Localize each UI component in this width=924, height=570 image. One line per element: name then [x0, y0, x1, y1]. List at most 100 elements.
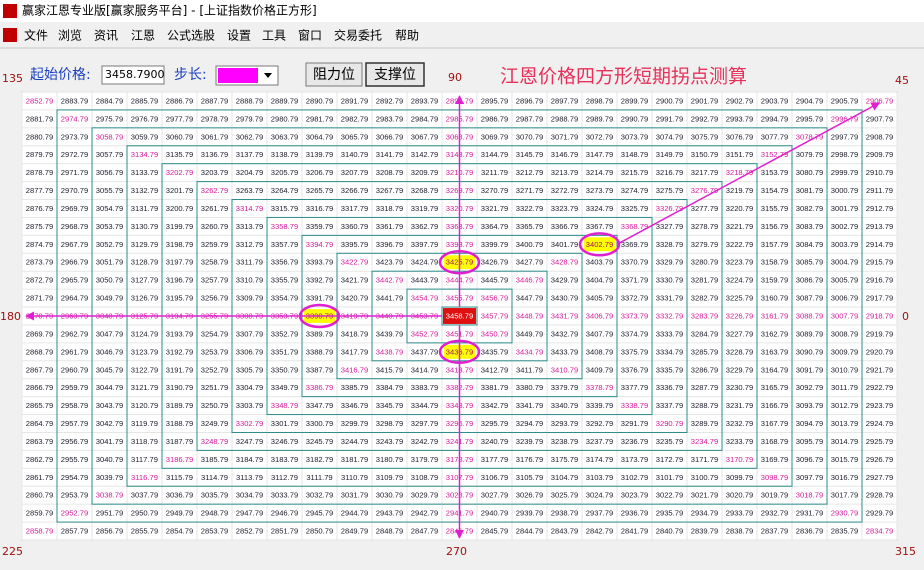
- price-cell: 2952.79: [61, 509, 88, 518]
- support-button-label[interactable]: 支撑位: [374, 67, 416, 83]
- price-cell: 3302.79: [236, 419, 263, 428]
- price-cell: 3124.79: [131, 329, 158, 338]
- price-cell: 2843.79: [551, 527, 578, 536]
- start-input[interactable]: [101, 65, 165, 85]
- price-cell: 2867.79: [26, 365, 53, 374]
- price-cell: 3273.79: [586, 186, 613, 195]
- menu-item[interactable]: 窗口: [298, 29, 322, 43]
- menu-item[interactable]: 设置: [227, 29, 251, 43]
- price-cell: 3011.79: [831, 383, 858, 392]
- price-cell: 3386.79: [306, 383, 333, 392]
- menu-item[interactable]: 工具: [262, 29, 286, 43]
- price-cell: 3271.79: [516, 186, 543, 195]
- support-button[interactable]: [365, 62, 425, 87]
- price-cell: 3035.79: [201, 491, 228, 500]
- menu-item[interactable]: 交易委托: [334, 28, 382, 43]
- resist-button[interactable]: [305, 62, 363, 87]
- price-cell: 3393.79: [306, 258, 333, 267]
- step-label: 步长:: [174, 67, 207, 83]
- price-cell: 3268.79: [411, 186, 438, 195]
- price-cell: 3040.79: [96, 455, 123, 464]
- menu-item[interactable]: 公式选股: [167, 29, 215, 43]
- price-cell: 3261.79: [201, 204, 228, 213]
- price-cell: 3026.79: [516, 491, 543, 500]
- price-cell: 3087.79: [796, 294, 823, 303]
- price-cell: 3364.79: [481, 222, 508, 231]
- price-cell: 2938.79: [551, 509, 578, 518]
- price-cell: 2891.79: [341, 96, 368, 105]
- price-cell: 2876.79: [26, 204, 53, 213]
- price-cell: 3303.79: [236, 401, 263, 410]
- price-cell: 2954.79: [61, 473, 88, 482]
- price-cell: 2928.79: [866, 491, 893, 500]
- price-cell: 2964.79: [61, 294, 88, 303]
- price-cell: 3073.79: [621, 132, 648, 141]
- menu-item[interactable]: 江恩: [131, 29, 155, 43]
- price-cell: 3274.79: [621, 186, 648, 195]
- price-cell: 2933.79: [726, 509, 753, 518]
- price-cell: 3058.79: [96, 132, 123, 141]
- resist-button-label[interactable]: 阻力位: [313, 67, 355, 83]
- price-cell: 3354.79: [271, 294, 298, 303]
- center-cell: [443, 308, 476, 324]
- price-cell: 3092.79: [796, 383, 823, 392]
- price-cell: 3119.79: [131, 419, 158, 428]
- menu-item[interactable]: 浏览: [58, 28, 82, 43]
- price-cell: 3414.79: [411, 365, 438, 374]
- price-cell: 3025.79: [551, 491, 578, 500]
- price-cell: 3085.79: [796, 258, 823, 267]
- price-cell: 3168.79: [761, 437, 788, 446]
- price-cell: 2923.79: [866, 401, 893, 410]
- price-cell: 3443.79: [411, 276, 438, 285]
- price-cell: 3448.79: [516, 312, 543, 321]
- price-cell: 3291.79: [621, 419, 648, 428]
- menu-item[interactable]: 资讯: [94, 29, 118, 43]
- price-cell: 3215.79: [621, 168, 648, 177]
- price-cell: 3016.79: [831, 473, 858, 482]
- price-cell: 3357.79: [271, 240, 298, 249]
- menu-item[interactable]: 帮助: [395, 29, 419, 43]
- price-cell: 3219.79: [726, 186, 753, 195]
- price-cell: 3337.79: [656, 401, 683, 410]
- price-cell: 3406.79: [586, 312, 613, 321]
- price-cell: 2918.79: [866, 312, 893, 321]
- price-cell: 3158.79: [761, 258, 788, 267]
- price-cell: 2839.79: [691, 527, 718, 536]
- price-cell: 3330.79: [656, 276, 683, 285]
- menu-item[interactable]: 文件: [24, 28, 48, 43]
- price-cell: 3195.79: [166, 294, 193, 303]
- price-cell: 3084.79: [796, 240, 823, 249]
- price-cell: 3362.79: [411, 222, 438, 231]
- price-cell: 2924.79: [866, 419, 893, 428]
- price-cell: 3446.79: [516, 276, 543, 285]
- price-cell: 3456.79: [481, 294, 508, 303]
- price-cell: 3352.79: [271, 329, 298, 338]
- price-cell: 2990.79: [621, 114, 648, 123]
- price-cell: 2850.79: [306, 527, 333, 536]
- price-cell: 3132.79: [131, 186, 158, 195]
- price-cell: 2917.79: [866, 294, 893, 303]
- price-cell: 3272.79: [551, 186, 578, 195]
- price-cell: 3389.79: [306, 329, 333, 338]
- price-cell: 3378.79: [586, 383, 613, 392]
- price-cell: 3043.79: [96, 401, 123, 410]
- price-cell: 2859.79: [26, 509, 53, 518]
- price-cell: 2948.79: [201, 509, 228, 518]
- price-cell: 3183.79: [271, 455, 298, 464]
- price-cell: 3226.79: [726, 312, 753, 321]
- price-cell: 2955.79: [61, 455, 88, 464]
- price-cell: 3050.79: [96, 276, 123, 285]
- price-cell: 3328.79: [656, 240, 683, 249]
- price-cell: 3131.79: [131, 204, 158, 213]
- start-value[interactable]: 3458.7900: [105, 68, 165, 81]
- price-cell: 3286.79: [691, 365, 718, 374]
- price-cell: 3077.79: [761, 132, 788, 141]
- price-cell: 2890.79: [306, 96, 333, 105]
- start-label: 起始价格:: [30, 67, 91, 83]
- price-cell: 2897.79: [551, 96, 578, 105]
- price-cell: 3130.79: [131, 222, 158, 231]
- price-cell: 3061.79: [201, 132, 228, 141]
- dropdown-arrow[interactable]: [264, 73, 272, 78]
- price-cell: 3441.79: [376, 294, 403, 303]
